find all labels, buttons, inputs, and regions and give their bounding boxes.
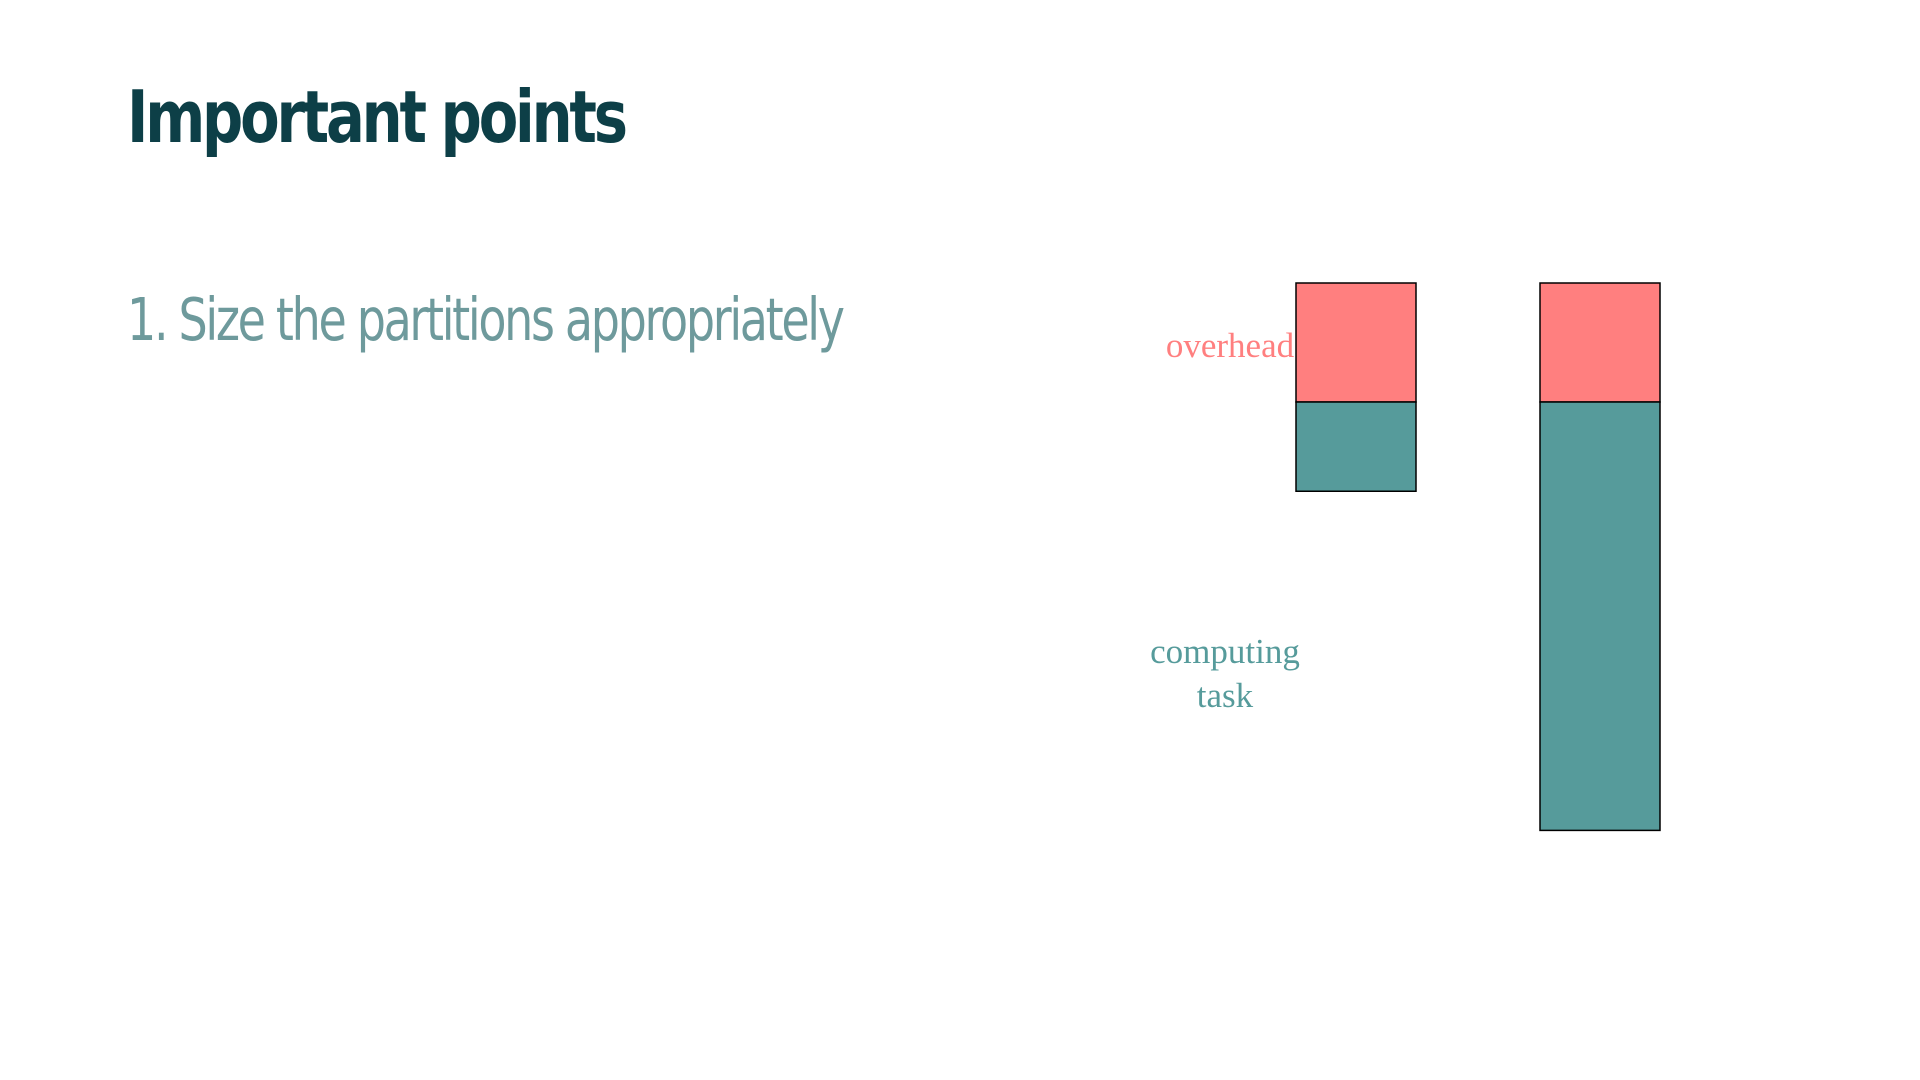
point-1: 1. Size the partitions appropriately (127, 285, 845, 354)
overhead-diagram: overhead computing task (1060, 270, 1700, 850)
diagram-canvas: overhead computing task (1150, 282, 1661, 832)
bar-2-overhead-segment (1539, 282, 1661, 403)
bar-2-computing-segment (1539, 401, 1661, 832)
bar-1-overhead-segment (1295, 282, 1417, 403)
slide-title: Important points (127, 75, 628, 159)
computing-task-label-line2: task (1197, 676, 1254, 715)
bars-group (1295, 282, 1661, 832)
overhead-label: overhead (1166, 326, 1295, 365)
computing-task-label-line1: computing (1150, 632, 1300, 671)
bar-1-computing-segment (1295, 401, 1417, 492)
